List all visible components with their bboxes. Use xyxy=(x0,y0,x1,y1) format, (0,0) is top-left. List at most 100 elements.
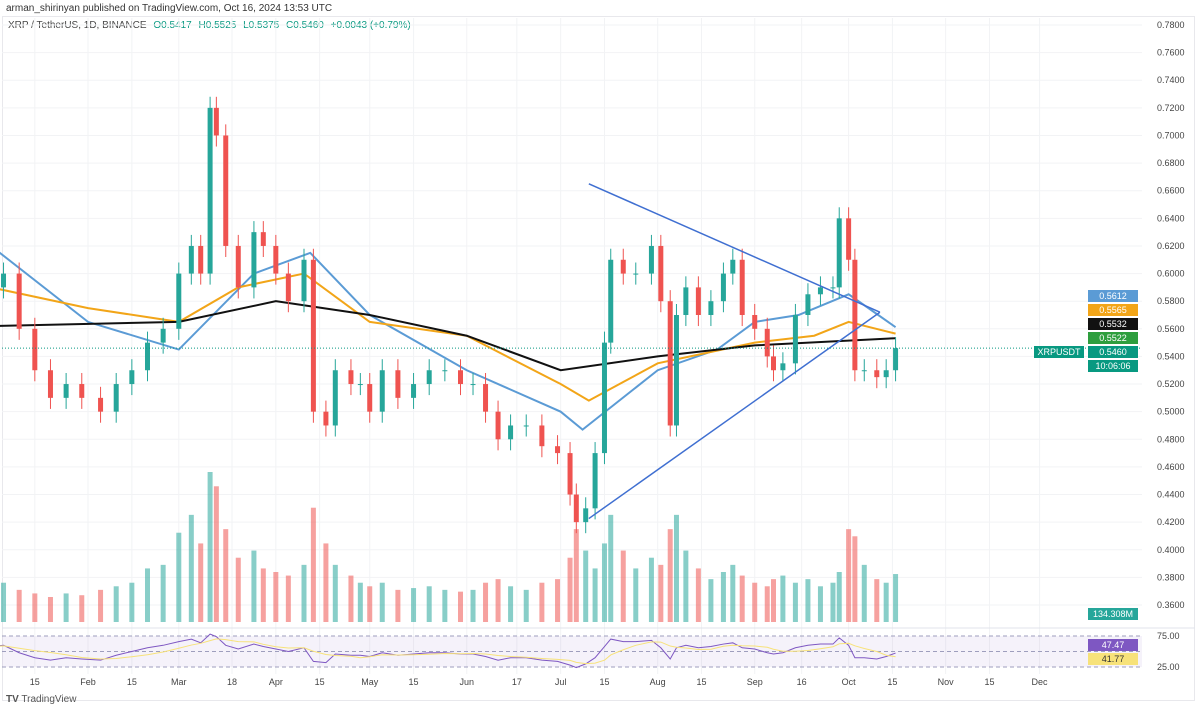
candle-body xyxy=(658,245,664,302)
candle-body xyxy=(523,425,529,427)
volume-bar xyxy=(188,514,194,622)
volume-bar xyxy=(411,588,417,622)
candle-body xyxy=(223,135,229,246)
y-tick-label: 0.7200 xyxy=(1157,103,1185,113)
volume-bar xyxy=(583,550,589,622)
volume-bar xyxy=(883,582,889,622)
volume-bar xyxy=(673,514,679,622)
candle-body xyxy=(633,273,639,275)
volume-bar xyxy=(47,597,53,622)
x-tick-label: 18 xyxy=(227,677,237,687)
x-tick-label: 17 xyxy=(512,677,522,687)
candle-body xyxy=(780,363,786,371)
candle-body xyxy=(367,384,373,412)
candle-body xyxy=(730,259,736,274)
x-tick-label: Mar xyxy=(171,677,187,687)
candle-body xyxy=(739,259,745,315)
candle-body xyxy=(251,232,257,288)
countdown-tag: 10:06:06 xyxy=(1088,360,1138,372)
candle-body xyxy=(198,245,204,274)
candle-body xyxy=(458,370,463,385)
volume-bar xyxy=(332,564,338,622)
x-tick-label: Oct xyxy=(842,677,857,687)
y-tick-label: 0.6400 xyxy=(1157,213,1185,223)
volume-bar xyxy=(145,568,150,622)
rsi-ma-value-tag: 41.77 xyxy=(1088,653,1138,665)
volume-bar xyxy=(16,589,22,622)
candle-body xyxy=(285,273,291,302)
candle-body xyxy=(32,328,38,371)
candle-body xyxy=(129,370,135,385)
candle-body xyxy=(683,287,689,315)
candle-body xyxy=(411,384,417,398)
x-tick-label: 15 xyxy=(127,677,137,687)
volume-bar xyxy=(113,586,119,622)
candle-body xyxy=(357,384,363,386)
y-tick-label: 0.5000 xyxy=(1157,407,1185,417)
candle-body xyxy=(213,107,219,136)
y-tick-label: 0.6200 xyxy=(1157,241,1185,251)
candle-body xyxy=(79,384,85,398)
volume-bar xyxy=(223,529,229,622)
volume-bar xyxy=(495,579,501,622)
volume-bar xyxy=(830,582,836,622)
candle-body xyxy=(470,384,476,386)
volume-bar xyxy=(805,579,811,622)
volume-bar xyxy=(608,514,614,622)
y-tick-label: 0.6800 xyxy=(1157,158,1185,168)
candle-body xyxy=(846,218,852,260)
y-tick-label: 0.6600 xyxy=(1157,186,1185,196)
volume-bar xyxy=(395,589,401,622)
moving-average-line xyxy=(0,300,896,372)
volume-bar xyxy=(379,582,385,622)
volume-bar xyxy=(32,593,38,622)
rsi-lower-label: 25.00 xyxy=(1157,662,1180,672)
volume-bar xyxy=(893,574,899,622)
volume-bar xyxy=(592,568,598,622)
volume-bar xyxy=(539,582,545,622)
y-tick-label: 0.4800 xyxy=(1157,434,1185,444)
y-tick-label: 0.7400 xyxy=(1157,75,1185,85)
volume-bar xyxy=(817,586,823,622)
volume-bar xyxy=(426,586,432,622)
x-tick-label: 15 xyxy=(315,677,325,687)
x-tick-label: Feb xyxy=(80,677,96,687)
volume-bar xyxy=(213,486,219,622)
tradingview-logo: TV TradingView xyxy=(6,694,77,705)
volume-bar xyxy=(771,579,776,622)
candle-body xyxy=(764,328,770,357)
candle-body xyxy=(348,370,354,385)
volume-bar xyxy=(198,543,204,622)
volume-bar xyxy=(874,579,880,622)
y-tick-label: 0.7800 xyxy=(1157,20,1185,30)
volume-bar xyxy=(348,575,354,622)
y-tick-label: 0.5200 xyxy=(1157,379,1185,389)
candle-body xyxy=(792,315,798,364)
y-tick-label: 0.4400 xyxy=(1157,490,1185,500)
candle-body xyxy=(883,370,889,378)
candle-body xyxy=(648,245,654,274)
volume-bar xyxy=(708,579,714,622)
volume-bar xyxy=(310,507,316,622)
volume-bar xyxy=(573,529,579,622)
x-tick-label: Dec xyxy=(1032,677,1049,687)
volume-tag: 134.308M xyxy=(1088,608,1138,620)
volume-bar xyxy=(470,589,476,622)
candle-body xyxy=(113,384,119,412)
candle-body xyxy=(608,259,614,343)
volume-bar xyxy=(63,593,69,622)
volume-bar xyxy=(160,564,166,622)
x-tick-label: 15 xyxy=(984,677,994,687)
rsi-value-tag: 47.47 xyxy=(1088,639,1138,651)
y-tick-label: 0.3600 xyxy=(1157,600,1185,610)
volume-bar xyxy=(852,536,858,622)
volume-bar xyxy=(458,591,463,622)
candle-body xyxy=(695,287,701,315)
volume-bar xyxy=(367,586,373,622)
volume-bar xyxy=(251,550,257,622)
x-tick-label: 16 xyxy=(797,677,807,687)
candle-body xyxy=(752,315,758,329)
volume-bar xyxy=(235,557,241,622)
volume-bar xyxy=(260,568,266,622)
